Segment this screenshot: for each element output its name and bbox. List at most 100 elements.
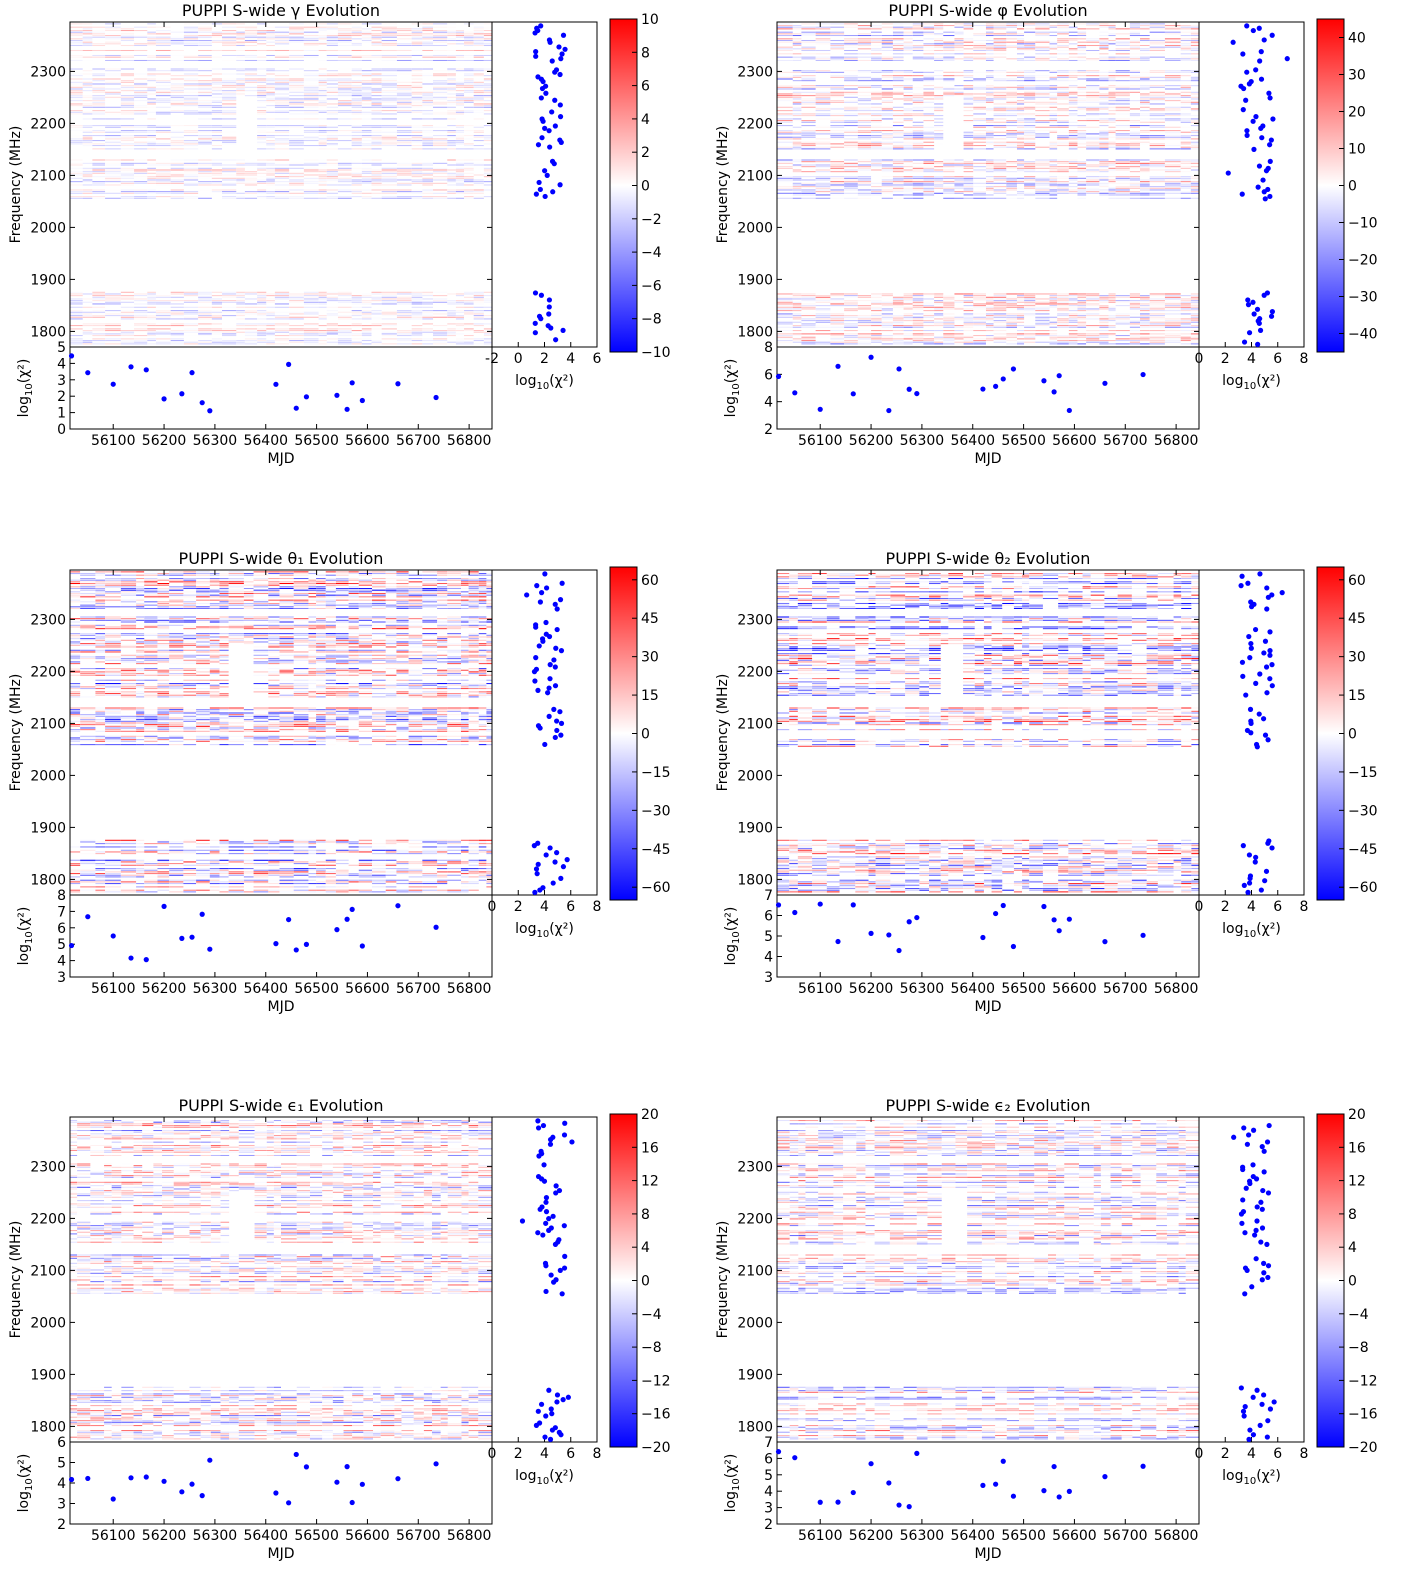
heatmap-cell bbox=[198, 70, 212, 72]
heatmap-cell bbox=[1016, 321, 1025, 323]
heatmap-cell bbox=[455, 31, 465, 33]
heatmap-cell bbox=[857, 305, 872, 307]
heatmap-cell bbox=[963, 179, 974, 181]
heatmap-cell bbox=[923, 338, 935, 340]
heatmap-cell bbox=[963, 295, 974, 297]
heatmap-cell bbox=[361, 310, 372, 312]
heatmap-cell bbox=[170, 296, 184, 298]
heatmap-cell bbox=[82, 145, 93, 147]
heatmap-cell bbox=[244, 39, 258, 42]
heatmap-cell bbox=[170, 325, 184, 327]
heatmap-cell bbox=[1180, 162, 1191, 164]
heatmap-cell bbox=[155, 111, 171, 113]
heatmap-cell bbox=[361, 41, 372, 43]
heatmap-cell bbox=[82, 41, 93, 43]
heatmap-cell bbox=[211, 306, 223, 308]
heatmap-cell bbox=[1086, 191, 1100, 193]
heatmap-cell bbox=[105, 78, 121, 80]
heatmap-cell bbox=[801, 313, 816, 315]
heatmap-cell bbox=[120, 295, 135, 297]
channel-chi2-point bbox=[557, 137, 563, 143]
heatmap-cell bbox=[92, 303, 106, 305]
heatmap-cell bbox=[274, 110, 290, 112]
heatmap-cell bbox=[381, 43, 397, 45]
heatmap-cell bbox=[447, 333, 456, 335]
heatmap-cell bbox=[70, 41, 83, 43]
heatmap-cell bbox=[1077, 300, 1087, 302]
heatmap-cell bbox=[105, 301, 121, 303]
heatmap-cell bbox=[963, 166, 974, 168]
heatmap-cell bbox=[120, 90, 135, 92]
heatmap-cell bbox=[337, 335, 352, 337]
heatmap-cell bbox=[289, 176, 304, 178]
heatmap-cell bbox=[274, 26, 290, 28]
heatmap-cell bbox=[483, 103, 492, 105]
heatmap-cell bbox=[371, 169, 382, 171]
heatmap-cell bbox=[1190, 343, 1199, 345]
heatmap-cell bbox=[422, 318, 434, 320]
heatmap-cell bbox=[777, 189, 793, 191]
heatmap-cell bbox=[274, 291, 290, 293]
heatmap-cell bbox=[473, 295, 484, 297]
heatmap-cell bbox=[266, 182, 275, 184]
heatmap-cell bbox=[222, 73, 237, 75]
heatmap-cell bbox=[337, 81, 352, 83]
heatmap-cell bbox=[903, 136, 913, 138]
heatmap-cell bbox=[801, 131, 816, 133]
heatmap-cell bbox=[70, 91, 83, 93]
heatmap-cell bbox=[236, 93, 245, 95]
heatmap-cell bbox=[1057, 189, 1069, 191]
chi2-point bbox=[334, 392, 340, 398]
heatmap-cell bbox=[396, 113, 412, 115]
heatmap-cell bbox=[1164, 340, 1181, 342]
heatmap-cell bbox=[82, 192, 93, 194]
heatmap-cell bbox=[903, 320, 913, 322]
heatmap-cell bbox=[155, 192, 171, 194]
heatmap-cell bbox=[222, 177, 237, 179]
heatmap-cell bbox=[892, 164, 904, 166]
heatmap-cell bbox=[70, 197, 83, 199]
bottom-y-axis-label: log10(χ²) bbox=[16, 359, 35, 418]
heatmap-cell bbox=[455, 54, 465, 57]
heatmap-cell bbox=[198, 125, 212, 127]
heatmap-cell bbox=[257, 93, 267, 95]
heatmap-cell bbox=[1035, 301, 1050, 303]
heatmap-cell bbox=[455, 81, 465, 83]
heatmap-cell bbox=[985, 176, 994, 178]
heatmap-cell bbox=[198, 31, 212, 33]
heatmap-cell bbox=[1129, 326, 1141, 328]
channel-chi2-point bbox=[553, 67, 560, 73]
heatmap-cell bbox=[236, 49, 245, 52]
heatmap-cell bbox=[464, 189, 474, 191]
heatmap-cell bbox=[183, 88, 199, 90]
heatmap-cell bbox=[777, 323, 793, 325]
heatmap-cell bbox=[198, 164, 212, 166]
heatmap-cell bbox=[318, 73, 327, 75]
heatmap-cell bbox=[1149, 177, 1165, 179]
heatmap-cell bbox=[70, 125, 83, 127]
heatmap-cell bbox=[912, 296, 924, 298]
heatmap-cell bbox=[92, 167, 106, 169]
heatmap-cell bbox=[1024, 338, 1036, 340]
heatmap-cell bbox=[1016, 301, 1025, 303]
heatmap-cell bbox=[1035, 194, 1050, 196]
heatmap-cell bbox=[198, 174, 212, 176]
heatmap-cell bbox=[1068, 167, 1078, 169]
heatmap-cell bbox=[266, 325, 275, 327]
heatmap-cell bbox=[1006, 136, 1017, 138]
heatmap-cell bbox=[236, 44, 245, 47]
heatmap-cell bbox=[411, 300, 423, 302]
heatmap-cell bbox=[120, 330, 135, 332]
heatmap-cell bbox=[1024, 187, 1036, 189]
heatmap-cell bbox=[147, 130, 156, 132]
heatmap-cell bbox=[326, 36, 338, 38]
heatmap-cell bbox=[1115, 335, 1130, 337]
heatmap-cell bbox=[134, 340, 148, 342]
heatmap-cell bbox=[792, 184, 802, 186]
heatmap-cell bbox=[433, 171, 448, 173]
heatmap-cell bbox=[361, 164, 372, 166]
heatmap-cell bbox=[1190, 335, 1199, 337]
heatmap-cell bbox=[892, 133, 904, 135]
heatmap-cell bbox=[211, 81, 223, 83]
heatmap-cell bbox=[266, 93, 275, 95]
